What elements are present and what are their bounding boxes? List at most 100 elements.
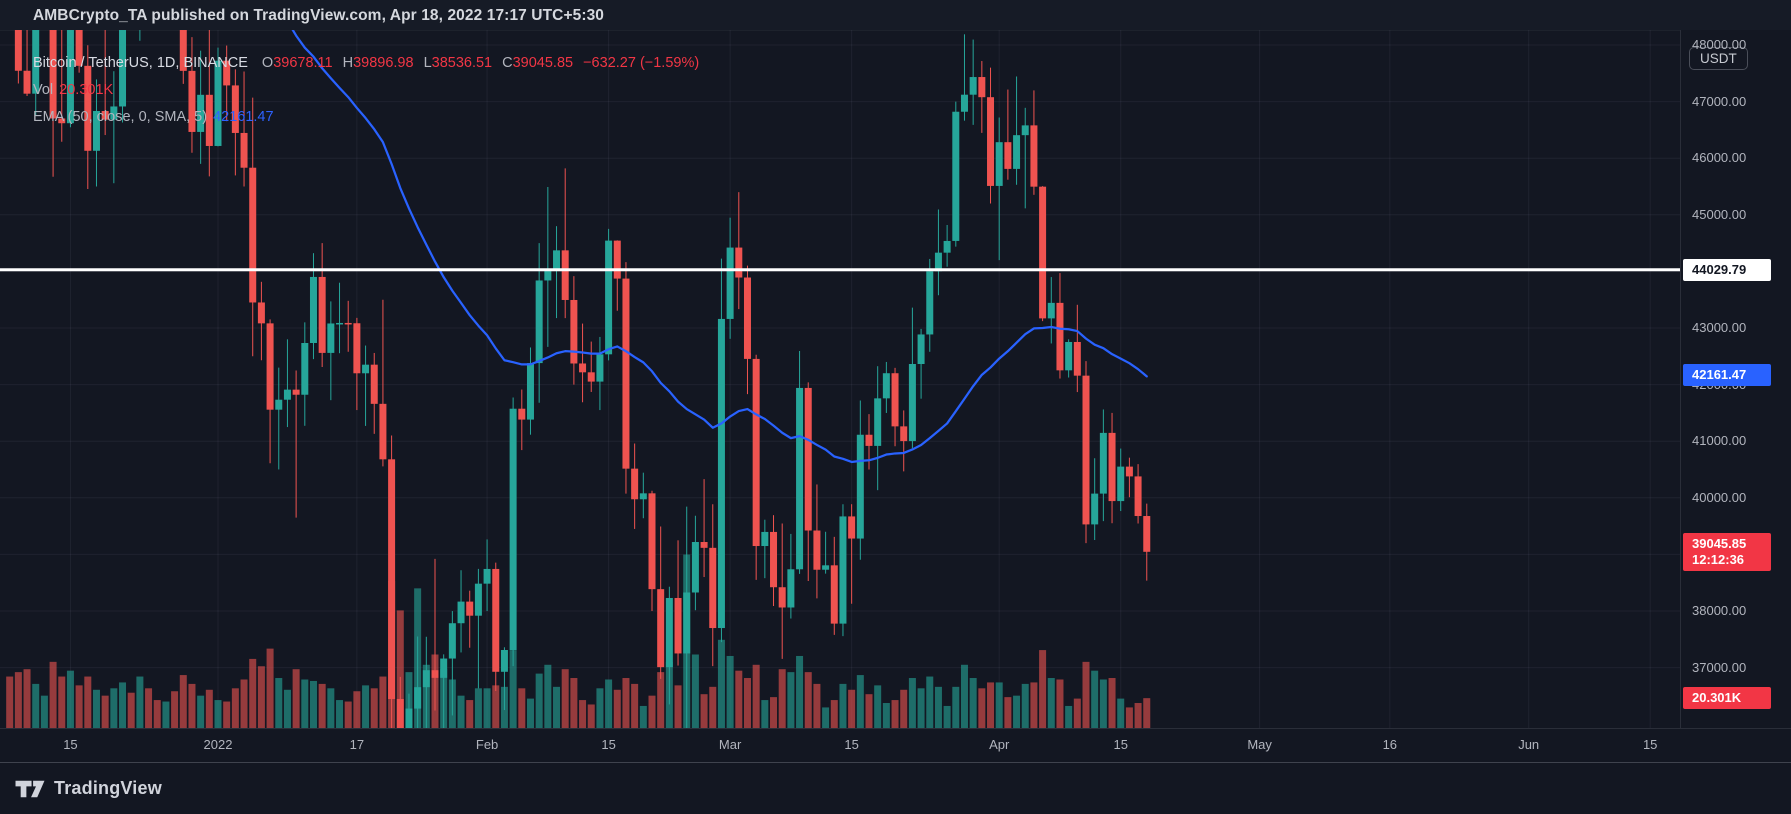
candle[interactable]	[839, 516, 847, 624]
volume-bar[interactable]	[535, 673, 543, 728]
candle[interactable]	[613, 240, 621, 279]
candle[interactable]	[1117, 466, 1125, 502]
volume-bar[interactable]	[770, 697, 778, 728]
candle[interactable]	[92, 110, 100, 151]
volume-bar[interactable]	[457, 695, 465, 728]
candle[interactable]	[943, 240, 951, 253]
candle[interactable]	[301, 342, 309, 395]
volume-bar[interactable]	[1039, 650, 1047, 728]
candle[interactable]	[778, 587, 786, 608]
candle[interactable]	[49, 30, 57, 119]
volume-bar[interactable]	[474, 688, 482, 728]
candle[interactable]	[58, 118, 66, 124]
volume-bar[interactable]	[1108, 678, 1116, 728]
candle[interactable]	[405, 708, 413, 728]
candle[interactable]	[119, 30, 127, 107]
volume-bar[interactable]	[40, 695, 48, 728]
candle[interactable]	[596, 354, 604, 382]
volume-bar[interactable]	[1117, 698, 1125, 728]
volume-bar[interactable]	[934, 686, 942, 728]
volume-bar[interactable]	[544, 664, 552, 728]
candle[interactable]	[900, 426, 908, 442]
candle[interactable]	[830, 565, 838, 624]
volume-bar[interactable]	[735, 670, 743, 728]
candle[interactable]	[283, 389, 291, 400]
volume-bar[interactable]	[75, 685, 83, 728]
volume-bar[interactable]	[752, 664, 760, 728]
candle[interactable]	[327, 323, 335, 353]
candle[interactable]	[822, 565, 830, 570]
candle[interactable]	[709, 547, 717, 629]
candle[interactable]	[336, 322, 344, 325]
candle[interactable]	[995, 142, 1003, 186]
candle[interactable]	[1125, 466, 1133, 477]
candle[interactable]	[579, 363, 587, 373]
candle[interactable]	[492, 568, 500, 672]
volume-bar[interactable]	[318, 683, 326, 728]
candle[interactable]	[500, 649, 508, 672]
volume-bar[interactable]	[127, 692, 135, 728]
candle[interactable]	[344, 322, 352, 325]
candle[interactable]	[1073, 341, 1081, 376]
candle[interactable]	[526, 363, 534, 420]
brand-name[interactable]: TradingView	[54, 778, 162, 798]
time-axis[interactable]: 15 2022 17 Feb 15 Mar 15 Apr 15 May 16 Jun 15	[0, 728, 1791, 762]
candle[interactable]	[605, 240, 613, 355]
candle[interactable]	[414, 687, 422, 709]
candle[interactable]	[535, 280, 543, 364]
candle[interactable]	[665, 597, 673, 668]
candle[interactable]	[587, 372, 595, 382]
volume-bar[interactable]	[579, 700, 587, 728]
volume-bar[interactable]	[1091, 670, 1099, 728]
candle[interactable]	[509, 408, 517, 650]
candle[interactable]	[362, 364, 370, 374]
candle[interactable]	[561, 250, 569, 300]
candle[interactable]	[101, 110, 109, 120]
volume-bar[interactable]	[58, 676, 66, 728]
volume-bar[interactable]	[6, 676, 14, 728]
volume-bar[interactable]	[362, 685, 370, 728]
volume-bar[interactable]	[1021, 683, 1029, 728]
chart-plot-area[interactable]	[0, 30, 1680, 728]
candle[interactable]	[1039, 186, 1047, 319]
volume-bar[interactable]	[839, 683, 847, 728]
volume-bar[interactable]	[570, 678, 578, 728]
volume-bar[interactable]	[613, 689, 621, 728]
candle[interactable]	[908, 363, 916, 442]
candle[interactable]	[1065, 341, 1073, 371]
volume-bar[interactable]	[466, 700, 474, 728]
candle[interactable]	[223, 60, 231, 86]
volume-bar[interactable]	[796, 655, 804, 728]
volume-bar[interactable]	[605, 679, 613, 728]
volume-bar[interactable]	[778, 669, 786, 728]
last-price-label[interactable]: 39045.85 12:12:36	[1683, 532, 1771, 571]
candle[interactable]	[865, 434, 873, 446]
candle[interactable]	[1108, 432, 1116, 502]
candle[interactable]	[457, 601, 465, 624]
volume-bar[interactable]	[926, 676, 934, 728]
candle[interactable]	[1091, 493, 1099, 525]
volume-bar[interactable]	[197, 695, 205, 728]
volume-bar[interactable]	[223, 701, 231, 728]
volume-axis-label[interactable]: 20.301K	[1683, 687, 1771, 710]
candle[interactable]	[1143, 516, 1151, 552]
volume-bar[interactable]	[891, 700, 899, 728]
candle[interactable]	[370, 364, 378, 404]
symbol-title[interactable]: Bitcoin / TetherUS, 1D, BINANCE	[33, 55, 248, 71]
candle[interactable]	[257, 302, 265, 324]
candle[interactable]	[205, 94, 213, 146]
candle[interactable]	[978, 77, 986, 98]
candle[interactable]	[874, 398, 882, 446]
volume-bar[interactable]	[1013, 695, 1021, 728]
candle[interactable]	[735, 247, 743, 278]
volume-bar[interactable]	[1047, 678, 1055, 728]
volume-bar[interactable]	[188, 683, 196, 728]
candle[interactable]	[717, 318, 725, 629]
volume-bar[interactable]	[1056, 679, 1064, 728]
volume-bar[interactable]	[596, 688, 604, 728]
candle[interactable]	[752, 358, 760, 547]
candle[interactable]	[483, 568, 491, 584]
candle[interactable]	[657, 589, 665, 668]
candle[interactable]	[231, 85, 239, 133]
candle[interactable]	[1013, 135, 1021, 169]
